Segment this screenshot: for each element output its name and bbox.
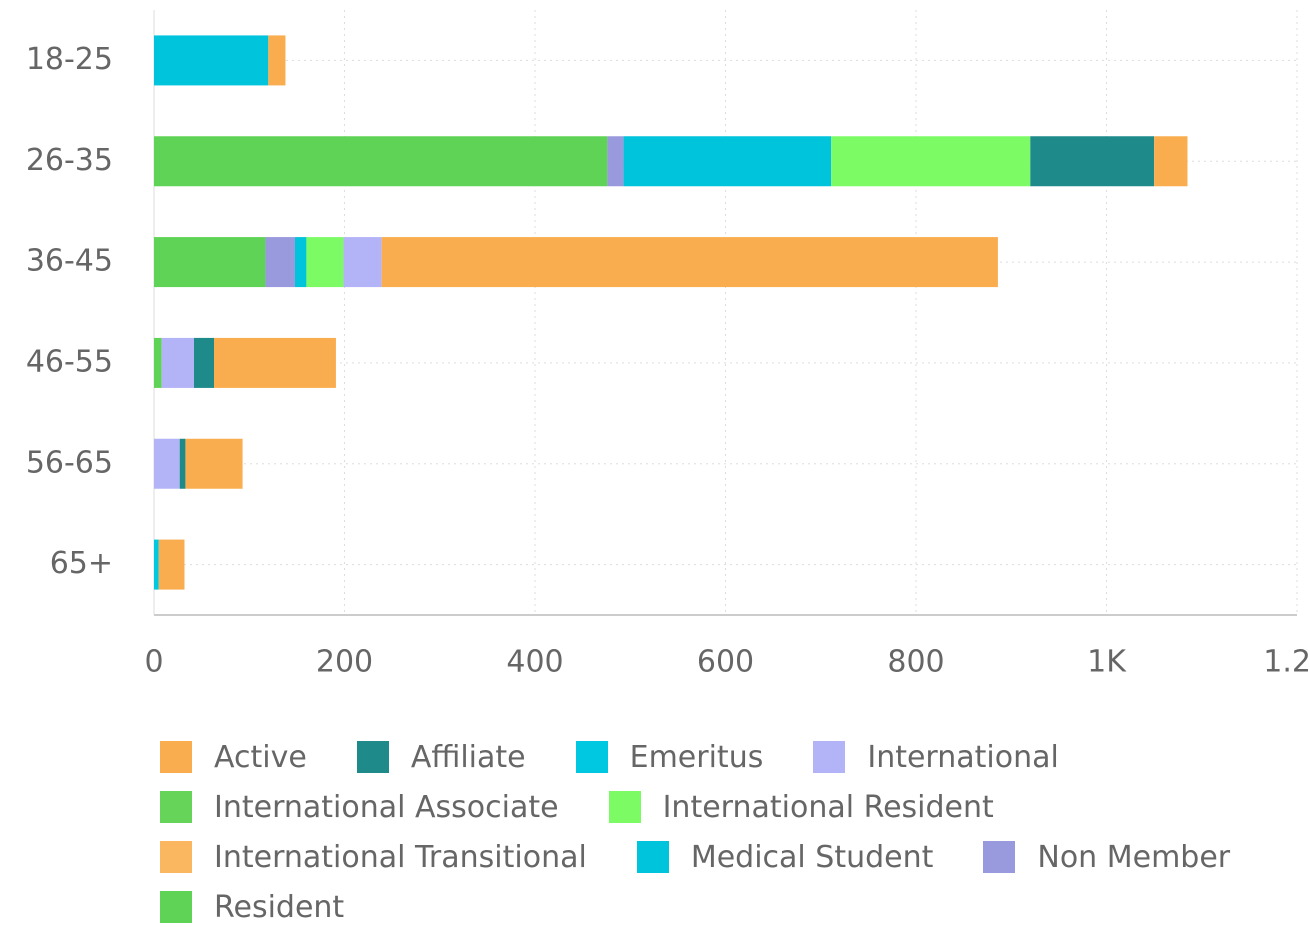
legend-item: Active — [160, 737, 307, 777]
legend-swatch — [575, 741, 608, 773]
legend-item: Medical Student — [636, 837, 934, 877]
bar-segment — [381, 237, 998, 288]
legend-swatch — [160, 741, 192, 773]
legend-label: Affiliate — [410, 739, 526, 775]
legend-swatch — [356, 741, 389, 773]
y-tick-label: 18-25 — [26, 42, 113, 77]
legend-item: International Resident — [608, 787, 994, 827]
legend-label: International Associate — [214, 789, 559, 825]
legend-swatch — [160, 791, 192, 823]
bar-segment — [343, 237, 382, 288]
legend-swatch — [608, 791, 641, 823]
y-tick-label: 36-45 — [26, 244, 113, 279]
legend-item: Affiliate — [356, 737, 526, 777]
y-tick-label: 65+ — [50, 546, 113, 581]
legend-item: Emeritus — [575, 737, 764, 777]
legend-label: International — [867, 739, 1059, 775]
legend-swatch — [636, 841, 669, 873]
legend-swatch — [160, 891, 192, 923]
legend-label: International Transitional — [214, 839, 587, 875]
y-tick-label: 56-65 — [26, 445, 113, 480]
bar-segment — [306, 237, 344, 288]
bar-segment — [158, 539, 185, 590]
legend-swatch — [160, 841, 192, 873]
bar-segment — [194, 337, 215, 388]
legend-item: International Transitional — [160, 837, 587, 877]
y-tick-label: 46-55 — [26, 344, 113, 379]
legend-item: Resident — [160, 887, 344, 927]
legend-label: Active — [214, 739, 307, 775]
y-tick-label: 26-35 — [26, 143, 113, 178]
bar-segment — [154, 136, 608, 187]
bar-segment — [1154, 136, 1188, 187]
bar-segment — [154, 539, 159, 590]
legend-item: International Associate — [160, 787, 559, 827]
bar-segment — [1030, 136, 1155, 187]
x-tick-label: 200 — [316, 645, 373, 680]
legend-label: Emeritus — [629, 739, 764, 775]
bar-segment — [831, 136, 1031, 187]
x-tick-label: 1K — [1087, 645, 1127, 680]
x-tick-label: 400 — [506, 645, 563, 680]
bar-segment — [623, 136, 832, 187]
legend: Active Affiliate Emeritus International Inte… — [160, 737, 1250, 927]
bar-segment — [268, 35, 286, 86]
bar-segment — [214, 337, 336, 388]
bar-segment — [185, 438, 243, 489]
bar-segment — [154, 337, 162, 388]
legend-swatch — [983, 841, 1016, 873]
legend-label: Non Member — [1037, 839, 1231, 875]
legend-item: Non Member — [983, 837, 1230, 877]
legend-label: Resident — [214, 889, 345, 925]
legend-label: International Resident — [662, 789, 994, 825]
legend-item: International — [813, 737, 1059, 777]
x-tick-label: 1.2K — [1263, 645, 1310, 680]
bar-segment — [161, 337, 195, 388]
x-tick-label: 600 — [697, 645, 754, 680]
bar-segment — [179, 438, 186, 489]
bar-segment — [154, 35, 269, 86]
bar-segment — [607, 136, 624, 187]
chart: 0 200 400 600 800 1K 1.2K 18-25 26-35 36-45 46-55 5… — [26, 10, 1310, 680]
legend-label: Medical Student — [690, 839, 934, 875]
x-tick-label: 0 — [144, 645, 163, 680]
bar-segment — [265, 237, 295, 288]
bar-segment — [154, 237, 266, 288]
bar-segment — [154, 438, 180, 489]
x-tick-label: 800 — [887, 645, 944, 680]
legend-swatch — [813, 741, 846, 773]
bar-segment — [294, 237, 307, 288]
